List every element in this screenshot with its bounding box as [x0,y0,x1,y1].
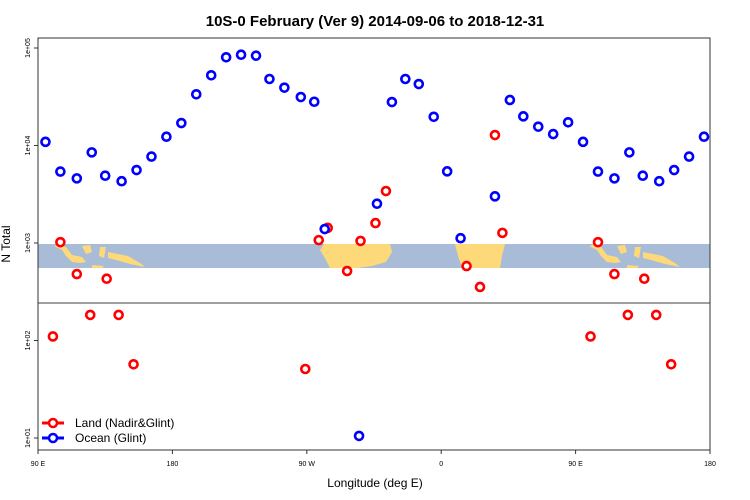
ocean-point [386,96,398,108]
land-point [380,185,392,197]
x-tick-label: 180 [167,461,179,468]
ocean-point [371,198,383,209]
y-tick-label: 1e+01 [25,428,32,448]
land-point [609,268,620,280]
ocean-point [668,164,680,176]
legend-marker-land [47,417,59,429]
ocean-point [295,91,307,103]
ocean-point [279,82,290,93]
ocean-point [455,232,466,244]
land-point [128,359,139,370]
ocean-point [518,111,529,122]
ocean-point [264,73,275,85]
ocean-point [504,94,516,106]
ocean-point [250,50,262,61]
ocean-point [683,151,695,162]
ocean-point [428,111,440,123]
x-tick-label: 90 W [299,461,316,468]
ocean-point [116,175,127,187]
land-point [592,236,604,248]
ocean-point [235,49,247,61]
legend-label-land: Land (Nadir&Glint) [75,416,174,430]
ocean-point [308,96,320,108]
ocean-point [131,164,142,176]
ocean-point [205,69,217,81]
ocean-point [547,128,559,140]
ocean-point [176,117,187,129]
ocean-point [86,147,98,158]
land-point [71,268,83,280]
land-point [47,331,59,342]
x-tick-label: 0 [439,461,443,468]
land-point [461,260,472,272]
ocean-point [400,73,411,85]
x-tick-label: 180 [704,461,716,468]
land-point [622,309,634,321]
ocean-point [562,116,574,128]
land-point [638,273,650,285]
ocean-point [577,136,589,148]
y-axis-label: N Total [0,225,13,262]
ocean-series [40,49,710,442]
ocean-point [532,121,544,132]
chart-title: 10S-0 February (Ver 9) 2014-09-06 to 201… [206,13,545,30]
land-point [355,235,366,247]
land-point [665,359,677,370]
land-point [489,129,501,141]
ocean-point [146,151,157,162]
ocean-point [624,147,635,158]
legend-label-ocean: Ocean (Glint) [75,431,146,445]
ocean-point [99,170,111,182]
land-point [370,217,381,229]
data-points [40,49,710,442]
land-series [47,129,677,375]
ocean-point [71,173,83,184]
land-point [84,309,96,321]
land-point [474,281,486,293]
x-axis-label: Longitude (deg E) [327,476,422,490]
y-axis: 1e+01 1e+02 1e+03 1e+04 1e+05 [25,38,38,448]
land-point [313,234,325,246]
ocean-point [161,131,172,143]
land-point [101,273,112,285]
ocean-point [413,78,425,90]
background-map [38,244,710,268]
ocean-point [653,175,665,187]
land-point [300,363,311,375]
legend-marker-ocean [47,432,59,444]
ocean-point [489,191,501,202]
x-tick-label: 90 E [31,461,46,468]
y-tick-label: 1e+02 [25,331,32,351]
ocean-point [698,131,710,143]
y-tick-label: 1e+04 [25,136,32,156]
ocean-point [55,166,66,177]
land-point [497,227,508,239]
ocean-point [353,430,365,442]
ocean-point [40,136,51,148]
land-point [341,265,353,277]
y-tick-label: 1e+05 [25,38,32,58]
ocean-point [319,223,331,235]
plot-frame [37,37,711,451]
legend-item-land: Land (Nadir&Glint) [42,416,174,430]
ocean-point [190,89,202,100]
land-point [585,331,596,342]
x-axis: 90 E 180 90 W 0 90 E 180 [31,450,716,468]
land-point [650,309,662,321]
x-tick-label: 90 E [568,461,583,468]
land-point [113,309,124,321]
legend: Land (Nadir&Glint) Ocean (Glint) [42,416,174,445]
legend-item-ocean: Ocean (Glint) [42,431,146,445]
y-tick-label: 1e+03 [25,233,32,253]
ocean-point [441,166,453,177]
ocean-point [592,166,604,177]
land-point [55,236,66,248]
ocean-point [637,170,649,182]
ocean-point [220,51,232,63]
ocean-point [609,173,620,184]
